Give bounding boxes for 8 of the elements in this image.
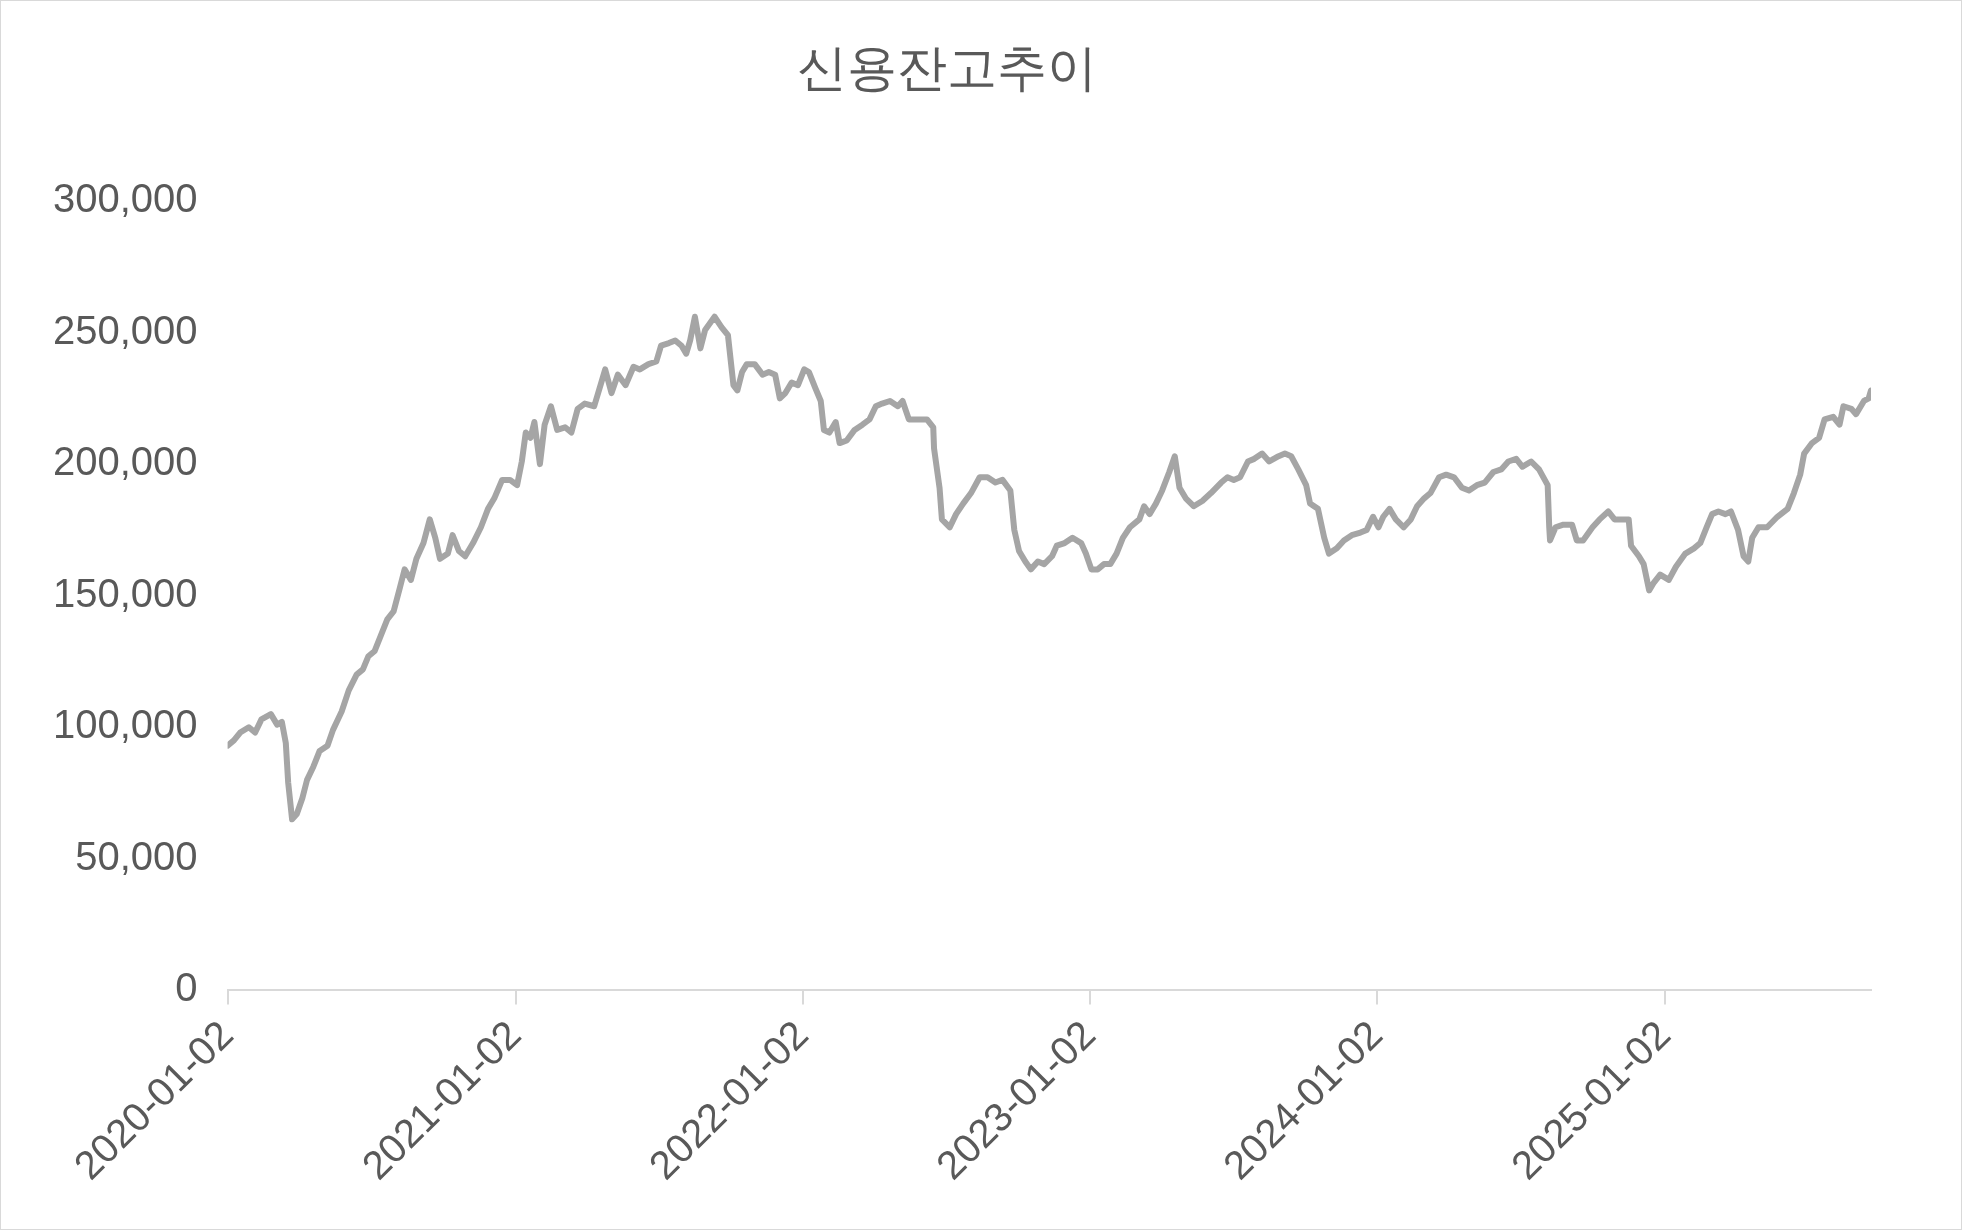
y-tick-label: 100,000 <box>53 702 198 747</box>
y-tick-label: 200,000 <box>53 439 198 484</box>
y-tick-label: 0 <box>175 965 198 1010</box>
y-tick-label: 250,000 <box>53 307 198 352</box>
y-tick-label: 50,000 <box>75 833 198 878</box>
y-tick-label: 150,000 <box>53 570 198 615</box>
y-tick-label: 300,000 <box>53 176 198 221</box>
chart-title: 신용잔고추이 <box>797 39 1097 96</box>
